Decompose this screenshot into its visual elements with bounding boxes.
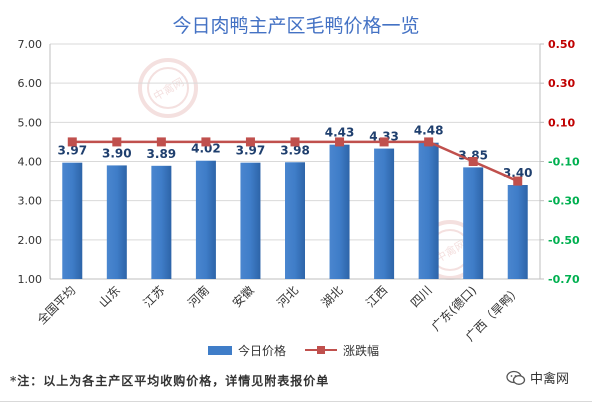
bar — [463, 167, 484, 279]
bar-series — [62, 142, 528, 279]
brand-name: 中禽网 — [530, 372, 570, 387]
right-tick-label: 0.10 — [548, 116, 575, 129]
legend: 今日价格 涨跌幅 — [208, 343, 379, 358]
wechat-icon — [506, 370, 526, 386]
bar-value-label: 3.98 — [280, 143, 310, 157]
bar — [195, 160, 216, 279]
left-tick-label: 1.00 — [18, 273, 43, 286]
line-point — [201, 137, 211, 147]
bar-value-label: 4.43 — [325, 126, 355, 140]
line-point — [379, 137, 389, 147]
category-label: 江苏 — [141, 283, 168, 310]
bar — [106, 165, 127, 279]
legend-label-line: 涨跌幅 — [343, 343, 379, 358]
line-point — [424, 137, 434, 147]
bar — [329, 144, 350, 279]
svg-text:中禽网: 中禽网 — [151, 75, 187, 104]
bar-value-label: 3.89 — [147, 147, 177, 161]
legend-label-bar: 今日价格 — [238, 343, 286, 358]
category-label: 四川 — [408, 283, 435, 310]
line-point — [335, 137, 345, 147]
category-label: 河北 — [274, 283, 301, 310]
right-tick-label: -0.50 — [548, 234, 580, 247]
price-chart: 今日肉鸭主产区毛鸭价格一览 中禽网 中禽网 1.002.003.004.005.… — [18, 15, 581, 358]
line-point — [245, 137, 255, 147]
category-label: 全国平均 — [34, 283, 79, 328]
line-point — [513, 176, 523, 186]
left-axis: 1.00 2.00 3.00 4.00 5.00 6.00 7.00 — [18, 38, 540, 286]
bar-value-label: 3.97 — [57, 144, 87, 158]
line-point — [290, 137, 300, 147]
line-point — [112, 137, 122, 147]
bar — [285, 162, 305, 279]
right-tick-label: -0.30 — [548, 195, 580, 208]
left-tick-label: 2.00 — [18, 234, 43, 247]
category-label: 湖北 — [318, 283, 346, 311]
line-point — [67, 137, 77, 147]
right-tick-label: -0.70 — [548, 273, 580, 286]
left-tick-label: 7.00 — [18, 38, 43, 51]
bar — [62, 162, 83, 279]
bar-value-label: 4.02 — [191, 142, 221, 156]
bar-value-label: 4.33 — [369, 130, 399, 144]
line-series — [67, 137, 523, 186]
left-tick-label: 5.00 — [18, 116, 43, 129]
right-axis: 0.50 0.30 0.10 -0.10 -0.30 -0.50 -0.70 — [539, 38, 580, 286]
bar — [418, 142, 439, 279]
right-tick-label: -0.10 — [548, 156, 580, 169]
bar — [240, 162, 261, 279]
right-tick-label: 0.30 — [548, 77, 575, 90]
line-point — [156, 137, 166, 147]
legend-marker-line — [317, 346, 325, 354]
category-label: 安徽 — [229, 283, 257, 311]
left-tick-label: 4.00 — [18, 156, 43, 169]
brand: 中禽网 — [506, 368, 569, 387]
bar-value-label: 3.97 — [236, 144, 266, 158]
left-tick-label: 6.00 — [18, 77, 43, 90]
bar — [374, 148, 395, 279]
line-point — [468, 157, 478, 166]
left-tick-label: 3.00 — [18, 195, 43, 208]
bar-value-label: 3.90 — [102, 146, 132, 160]
category-label: 山东 — [96, 283, 123, 310]
footnote: *注：以上为各主产区平均收购价格，详情见附表报价单 — [10, 374, 330, 388]
category-label: 河南 — [184, 283, 212, 311]
right-tick-label: 0.50 — [548, 38, 575, 51]
bar — [507, 185, 528, 279]
chart-title: 今日肉鸭主产区毛鸭价格一览 — [172, 15, 419, 37]
category-label: 江西 — [363, 283, 390, 310]
bar-value-label: 4.48 — [414, 124, 444, 138]
bar — [151, 165, 172, 279]
legend-swatch-bar — [208, 346, 232, 355]
